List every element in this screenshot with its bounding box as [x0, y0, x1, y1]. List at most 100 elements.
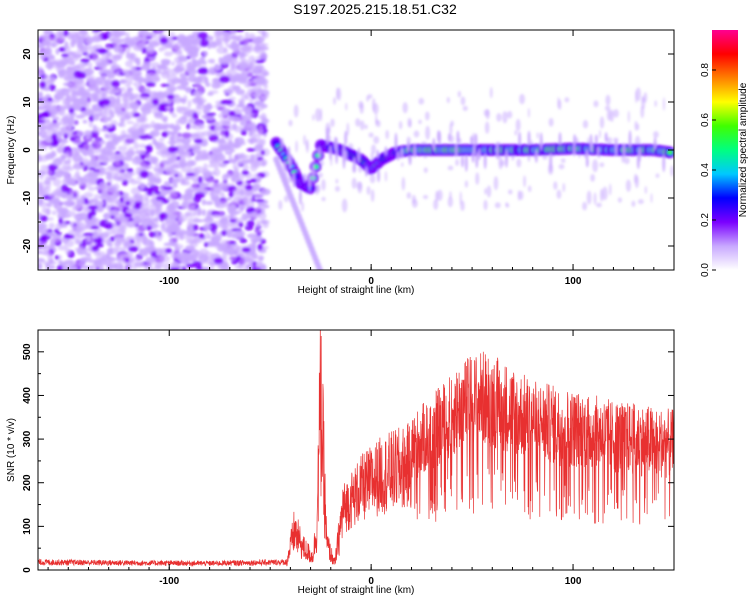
noise-blob [157, 235, 163, 242]
noise-blob [93, 252, 101, 256]
noise-blob [151, 66, 157, 70]
faint-blob [556, 189, 562, 199]
streak-blob [534, 149, 538, 163]
noise-blob [67, 156, 72, 164]
noise-blob [213, 240, 220, 249]
streak-blob [614, 139, 618, 157]
noise-blob [238, 117, 246, 123]
noise-blob [225, 68, 237, 77]
spectrogram-heatmap [38, 30, 674, 270]
noise-blob [91, 146, 102, 154]
faint-blob [318, 172, 323, 178]
noise-blob [38, 113, 48, 118]
streak-blob [622, 142, 626, 157]
noise-blob [140, 64, 151, 71]
noise-blob [106, 134, 117, 140]
faint-blob [462, 105, 468, 112]
streak-blob [483, 153, 487, 170]
noise-blob [112, 175, 120, 181]
noise-blob [177, 106, 188, 115]
noise-blob [156, 203, 161, 211]
noise-blob [232, 50, 241, 56]
faint-blob [653, 131, 659, 139]
noise-blob [144, 264, 153, 269]
noise-blob [82, 265, 94, 270]
noise-blob [151, 173, 161, 181]
noise-blob [208, 134, 219, 142]
noise-blob [162, 115, 169, 121]
noise-blob [172, 147, 179, 152]
noise-blob [258, 201, 265, 207]
faint-blob [315, 108, 322, 122]
faint-blob [447, 196, 454, 208]
noise-blob [178, 151, 187, 159]
noise-blob [169, 170, 175, 179]
noise-blob [239, 258, 248, 265]
streak-blob [357, 147, 361, 164]
noise-blob [192, 237, 201, 244]
noise-blob [80, 157, 89, 163]
noise-blob [172, 237, 179, 245]
streak-blob [400, 147, 404, 159]
noise-blob [77, 47, 84, 53]
streak-blob [325, 127, 329, 145]
noise-blob [69, 189, 80, 195]
noise-blob [256, 83, 262, 90]
noise-blob [246, 213, 253, 218]
noise-blob [215, 73, 222, 77]
faint-blob [359, 120, 365, 131]
snr-frame [37, 329, 675, 571]
noise-blob [188, 202, 196, 210]
noise-blob [69, 147, 80, 152]
noise-blob [174, 65, 180, 72]
noise-blob [87, 186, 96, 191]
noise-blob [249, 138, 255, 145]
noise-blob [130, 187, 142, 196]
faint-blob [627, 110, 630, 123]
noise-blob [69, 86, 77, 92]
noise-blob [260, 188, 271, 196]
noise-blob [157, 91, 164, 96]
noise-blob [100, 153, 109, 161]
noise-blob [140, 154, 145, 161]
noise-blob [47, 97, 53, 102]
noise-blob [149, 132, 156, 137]
streak-blob [352, 156, 356, 173]
noise-blob [175, 213, 185, 219]
noise-blob [192, 112, 199, 120]
faint-blob [402, 102, 408, 114]
snr-panel: -100 0 100 0 100 200 300 400 500 Height of strai… [6, 329, 675, 596]
noise-blob [244, 108, 252, 116]
faint-blob [406, 192, 412, 199]
y-tick-label: -10 [22, 190, 33, 205]
noise-blob [187, 99, 192, 108]
noise-blob [113, 103, 119, 111]
noise-blob [188, 74, 197, 83]
faint-blob [369, 174, 376, 184]
noise-blob [183, 195, 188, 200]
faint-blob [523, 175, 526, 188]
faint-blob [398, 120, 403, 130]
noise-blob [93, 238, 103, 244]
noise-blob [81, 181, 92, 188]
noise-blob [202, 188, 209, 194]
noise-blob [61, 139, 69, 144]
noise-blob [56, 232, 63, 236]
noise-blob [171, 188, 176, 195]
streak-blob [471, 151, 475, 163]
noise-blob [221, 230, 228, 237]
noise-blob [150, 209, 155, 217]
streak-blob [328, 145, 332, 161]
noise-blob [220, 264, 231, 270]
noise-blob [255, 148, 261, 153]
faint-blob [655, 173, 660, 178]
noise-blob [117, 223, 128, 228]
noise-blob [119, 196, 124, 203]
streak-blob [280, 138, 284, 149]
streak-blob [406, 141, 410, 153]
noise-blob [170, 178, 181, 184]
noise-blob [135, 180, 142, 185]
noise-blob [48, 260, 58, 265]
noise-blob [234, 137, 240, 144]
faint-blob [609, 109, 615, 122]
